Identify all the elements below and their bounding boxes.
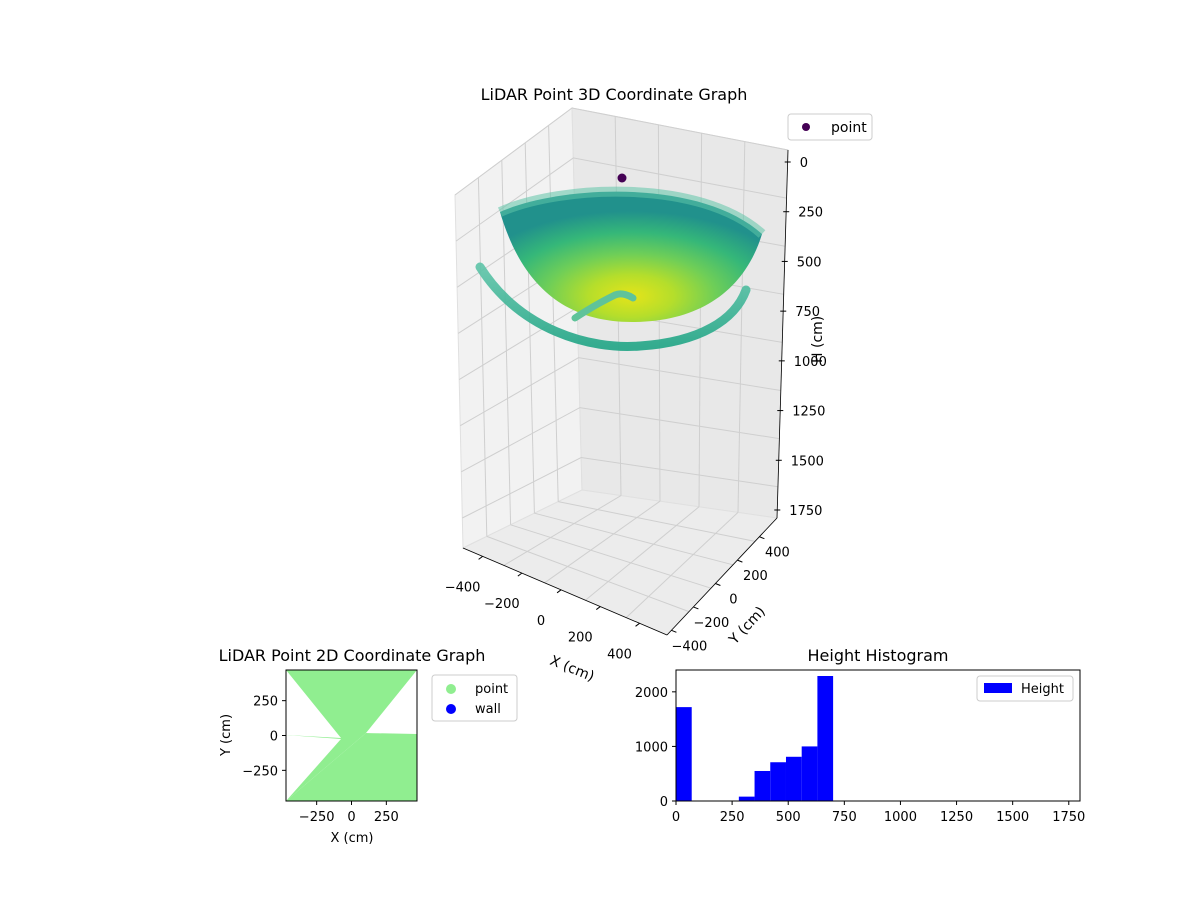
- plot2d-title: LiDAR Point 2D Coordinate Graph: [219, 646, 486, 665]
- y-tick-3d: [693, 606, 699, 610]
- x-tick-label-3d: 0: [537, 614, 545, 629]
- hist-bar: [738, 796, 755, 801]
- hist-y-ticks: 0 1000 2000: [635, 686, 676, 810]
- z-axis-label-3d: H (cm): [810, 316, 826, 363]
- scatter-2d-gap-lower: [286, 735, 341, 801]
- x-tick-label-2d: 0: [347, 810, 355, 825]
- x-axis-label-2d: X (cm): [331, 831, 374, 846]
- y-tick-3d: [671, 629, 677, 633]
- x-tick-label-2d: 250: [374, 810, 399, 825]
- z-tick-label-3d: 1500: [791, 454, 824, 469]
- legend-hist: Height: [976, 675, 1074, 702]
- z-ticks-3d: 0 250 500 750 1000 1250 1500 1750: [774, 156, 827, 519]
- legend-marker-wall-2d: [446, 704, 456, 714]
- z-tick-label-3d: 1750: [789, 504, 822, 519]
- y-tick-3d: [715, 583, 721, 586]
- scatter-rim-top: [497, 186, 766, 238]
- hist-x-tick-label: 750: [832, 810, 857, 825]
- scatter-inner-trail: [571, 290, 637, 322]
- legend-marker-point-2d: [446, 684, 456, 694]
- hist-x-tick-label: 500: [776, 810, 801, 825]
- y-tick-3d: [759, 536, 765, 540]
- legend-marker-point-3d: [802, 123, 810, 131]
- z-tick-label-3d: 250: [798, 206, 823, 221]
- pane-back-left: [454, 107, 583, 549]
- legend-3d: point: [787, 113, 873, 141]
- scatter-2d-gap-upper: [366, 670, 417, 734]
- z-tick-label-3d: 500: [797, 255, 822, 270]
- y-axis-label-2d: Y (cm): [219, 714, 234, 757]
- hist-bar: [801, 746, 818, 801]
- y-tick-label-2d: 250: [253, 695, 278, 710]
- y-axis-line: [666, 517, 778, 636]
- x-tick-label-3d: −400: [445, 580, 481, 595]
- hist-bar: [770, 762, 786, 801]
- legend-label-height: Height: [1021, 682, 1064, 697]
- x-tick-label-2d: −250: [299, 810, 335, 825]
- legend-marker-height: [984, 683, 1012, 693]
- hist-x-ticks: 0 250 500 750 1000 1250 1500 1750: [672, 801, 1085, 825]
- hist-bar: [754, 770, 771, 801]
- hist-x-tick-label: 1500: [996, 810, 1029, 825]
- hist-bar: [817, 676, 834, 801]
- hist-x-tick-label: 0: [672, 810, 680, 825]
- x-ticks-2d: −250 0 250: [299, 801, 399, 825]
- x-tick-3d: [517, 572, 523, 577]
- plot3d-title: LiDAR Point 3D Coordinate Graph: [481, 85, 748, 104]
- grid-3d: [454, 107, 789, 618]
- scatter-2d-fill-lower: [286, 733, 417, 801]
- hist-x-tick-label: 1250: [940, 810, 973, 825]
- hist-bar: [676, 707, 692, 801]
- hist-y-tick-label: 1000: [635, 740, 668, 755]
- y-tick-3d: [737, 559, 743, 563]
- y-tick-label-3d: −200: [694, 616, 730, 631]
- hist-bars: [676, 676, 834, 801]
- scatter-surface: [500, 191, 762, 322]
- x-tick-label-3d: 200: [568, 631, 593, 646]
- y-tick-label-3d: 400: [765, 546, 790, 561]
- y-ticks-3d: −400 −200 0 200 400: [671, 536, 790, 654]
- x-ticks-3d: −400−200 0 200 400: [445, 555, 640, 662]
- y-tick-label-2d: 0: [270, 730, 278, 745]
- hist-bar: [785, 756, 802, 801]
- x-tick-3d: [635, 622, 640, 627]
- legend-label-point-3d: point: [831, 120, 867, 136]
- legend-label-wall-2d: wall: [475, 702, 501, 717]
- hist-x-tick-label: 1750: [1052, 810, 1085, 825]
- y-tick-label-2d: −250: [242, 764, 278, 779]
- z-tick-label-3d: 750: [795, 305, 820, 320]
- scatter-2d-points: [286, 670, 417, 801]
- legend-2d: point wall: [431, 674, 518, 722]
- y-axis-label-3d: Y (cm): [726, 604, 769, 649]
- x-axis-line: [462, 547, 668, 636]
- plot3d: LiDAR Point 3D Coordinate Graph −400−200…: [445, 85, 873, 685]
- x-tick-3d: [596, 606, 601, 610]
- legend-label-point-2d: point: [475, 682, 508, 697]
- hist-y-tick-label: 2000: [635, 686, 668, 701]
- x-tick-label-3d: −200: [484, 597, 520, 612]
- hist-y-tick-label: 0: [660, 795, 668, 810]
- hist-title: Height Histogram: [808, 646, 949, 665]
- y-tick-label-3d: −400: [672, 639, 708, 654]
- histogram: Height Histogram 0 250 500 750 1000 1250 1500 1…: [635, 646, 1085, 825]
- x-tick-label-3d: 400: [607, 647, 632, 662]
- hist-x-tick-label: 250: [720, 810, 745, 825]
- plot2d: LiDAR Point 2D Coordinate Graph −250 0 250…: [219, 646, 518, 846]
- z-tick-label-3d: 1000: [794, 355, 827, 370]
- y-tick-label-3d: 200: [743, 569, 768, 584]
- y-ticks-2d: 250 0 −250: [242, 695, 286, 779]
- x-tick-3d: [556, 589, 562, 594]
- z-tick-label-3d: 0: [800, 156, 808, 171]
- x-axis-label-3d: X (cm): [548, 653, 597, 685]
- scatter-single-point: [617, 173, 627, 183]
- y-tick-label-3d: 0: [729, 593, 737, 608]
- scatter-ring: [475, 262, 751, 351]
- hist-x-tick-label: 1000: [884, 810, 917, 825]
- z-tick-label-3d: 1250: [792, 405, 825, 420]
- x-tick-3d: [478, 555, 483, 560]
